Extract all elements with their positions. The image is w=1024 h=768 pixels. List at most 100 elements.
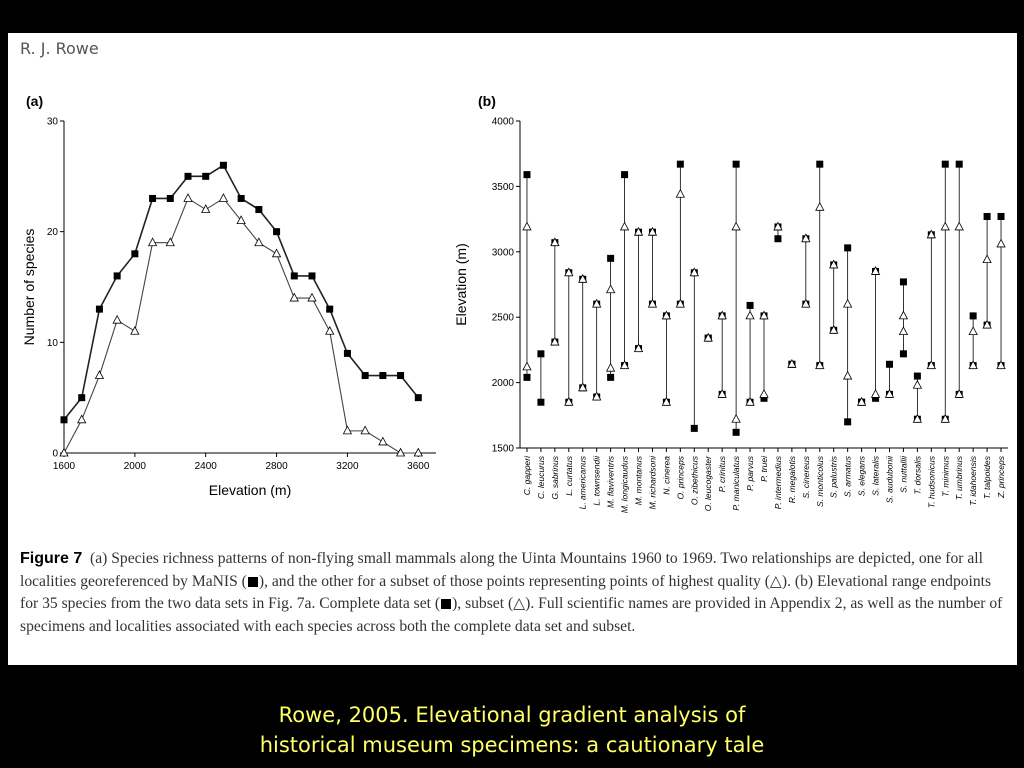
a-square-point — [308, 272, 316, 280]
b-species-label: M. montanus — [634, 455, 644, 505]
b-y-tick-label: 3000 — [492, 247, 515, 258]
b-species-label: G. sabrinus — [550, 455, 560, 499]
b-species-label: M. longicaudus — [620, 455, 630, 513]
a-square-point — [255, 206, 263, 214]
a-y-tick-label: 0 — [52, 449, 58, 460]
a-y-tick-label: 30 — [47, 117, 59, 128]
b-y-axis-label: Elevation (m) — [453, 243, 469, 325]
b-triangle-point — [968, 360, 978, 369]
b-triangle-point — [522, 361, 532, 371]
b-y-tick-label: 4000 — [492, 117, 515, 128]
b-square-point — [983, 212, 991, 220]
b-triangle-point — [982, 319, 992, 329]
b-triangle-point — [912, 413, 923, 423]
b-triangle-point — [898, 326, 909, 335]
b-triangle-point — [717, 389, 727, 398]
b-species-label: P. truei — [759, 455, 769, 482]
b-square-point — [732, 428, 740, 436]
b-species-label: T. minimus — [940, 455, 950, 497]
b-square-point — [690, 424, 698, 432]
b-species-label: S. armatus — [843, 455, 853, 497]
b-square-point — [899, 350, 907, 358]
a-x-tick-label: 3200 — [336, 461, 359, 472]
b-species-label: T. dorsalis — [912, 455, 922, 494]
a-x-tick-label: 2000 — [124, 461, 147, 472]
b-species-label: S. lateralis — [871, 455, 881, 495]
a-square-point — [290, 272, 298, 280]
b-square-point — [732, 160, 740, 168]
figure-panel: R. J. Rowe (a) (b) 0 10 20 30 1600 2000 2400 28… — [8, 33, 1017, 665]
open-triangle-icon: △ — [769, 572, 782, 590]
b-triangle-point — [564, 267, 574, 277]
a-square-point — [414, 394, 422, 402]
b-triangle-point — [759, 310, 769, 320]
b-square-point — [997, 212, 1005, 220]
b-species-label: C. gapperi — [522, 455, 532, 495]
a-square-point — [131, 250, 139, 258]
b-triangle-point — [522, 221, 532, 231]
b-triangle-point — [829, 259, 839, 269]
a-triangle-point — [77, 414, 87, 424]
b-species-label: S. palustris — [829, 455, 839, 498]
b-triangle-point — [633, 343, 644, 352]
a-triangle-point — [378, 436, 388, 446]
a-triangle-point — [342, 425, 353, 435]
b-square-point — [523, 171, 531, 179]
a-square-point — [113, 272, 121, 280]
b-square-point — [523, 373, 531, 381]
b-triangle-point — [787, 358, 797, 368]
b-species-label: C. leucurus — [536, 455, 546, 499]
b-species-label: T. hudsonicus — [926, 455, 936, 508]
b-triangle-point — [578, 382, 588, 392]
b-triangle-point — [996, 360, 1006, 369]
a-square-point — [202, 172, 210, 180]
b-species-label: O. zibethicus — [689, 455, 699, 505]
b-triangle-point — [647, 298, 658, 308]
b-square-point — [941, 160, 949, 168]
filled-square-icon — [441, 599, 452, 609]
b-species-label: Z. princeps — [996, 455, 1006, 499]
a-square-point — [95, 305, 103, 313]
b-triangle-point — [661, 310, 672, 320]
b-species-label: T. umbrinus — [954, 455, 964, 500]
a-triangle-point — [360, 425, 370, 435]
b-triangle-point — [982, 254, 992, 264]
a-square-point — [237, 194, 245, 202]
b-triangle-point — [884, 389, 895, 398]
b-triangle-point — [745, 310, 755, 320]
b-square-point — [955, 160, 963, 168]
a-triangle-point — [94, 370, 105, 379]
caption-text-1: (a) Species richness patterns of non-fly… — [20, 550, 983, 590]
b-triangle-point — [842, 370, 853, 380]
caption-text-3: ). (b) Elevational range endpoints for 3… — [20, 572, 992, 613]
b-species-label: L. curtatus — [564, 455, 574, 495]
a-triangle-point — [289, 292, 299, 302]
b-square-point — [607, 254, 615, 262]
slide-footer: Rowe, 2005. Elevational gradient analysi… — [0, 700, 1024, 760]
a-triangle-point — [147, 237, 158, 247]
a-triangle-point — [112, 314, 122, 324]
a-triangle-point — [218, 193, 229, 202]
a-square-point — [343, 349, 351, 357]
a-y-axis-label: Number of species — [21, 229, 37, 346]
b-triangle-point — [954, 389, 964, 398]
figure-charts: 0 10 20 30 1600 2000 2400 2800 3200 3600 Elevation… — [21, 117, 1008, 513]
b-square-point — [969, 312, 977, 320]
b-species-label: P. parvus — [745, 455, 755, 491]
b-species-label: P. crinitus — [717, 455, 727, 492]
a-triangle-point — [201, 204, 211, 213]
caption-text-5: ). Full scientific names are provided in… — [20, 595, 1003, 635]
b-species-label: P. intermedius — [773, 455, 783, 509]
b-triangle-point — [954, 221, 964, 231]
b-triangle-point — [578, 273, 588, 283]
b-triangle-point — [675, 298, 686, 308]
b-species-label: S. audubonii — [884, 455, 894, 503]
a-square-point — [397, 372, 405, 380]
author-header: R. J. Rowe — [20, 39, 99, 58]
b-triangle-point — [940, 221, 950, 231]
b-species-label: O. leucogaster — [703, 455, 713, 511]
b-triangle-point — [731, 413, 741, 423]
b-square-point — [844, 244, 852, 252]
a-square-point — [149, 194, 157, 202]
b-species-label: M. flaviventris — [606, 455, 616, 508]
